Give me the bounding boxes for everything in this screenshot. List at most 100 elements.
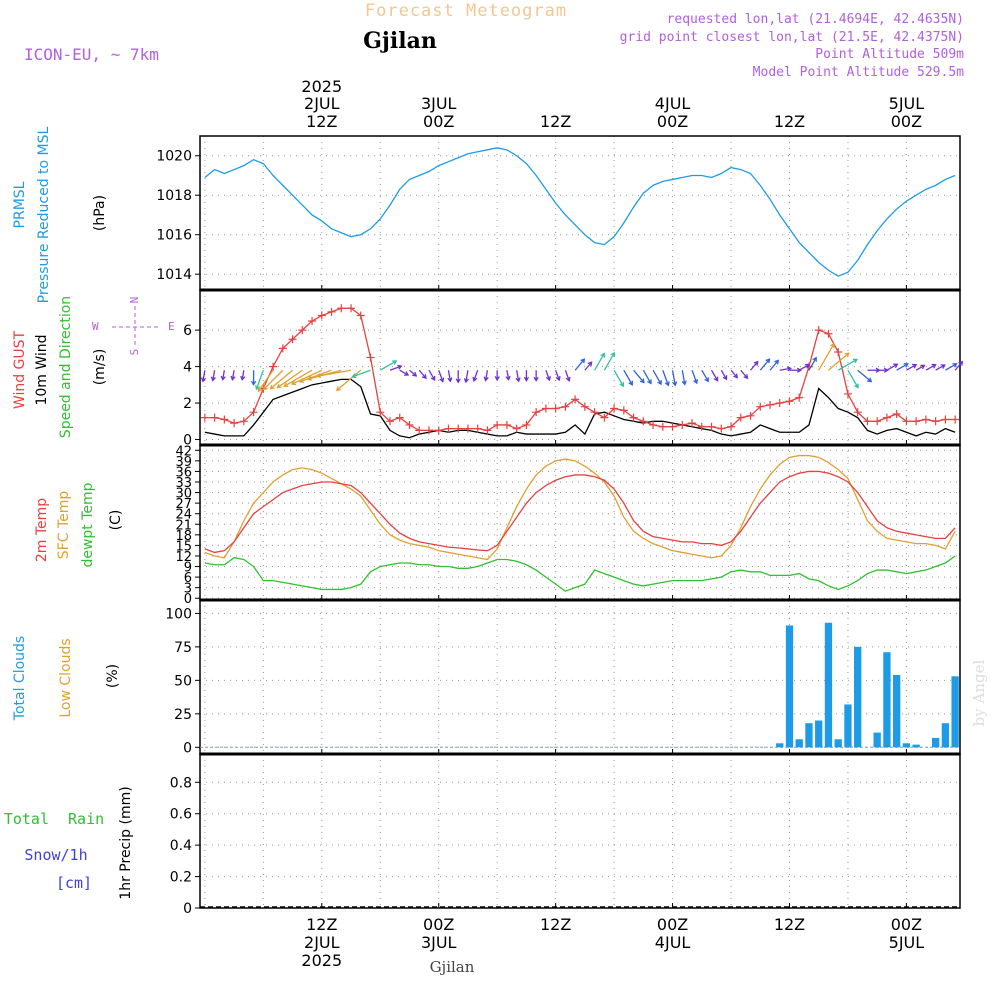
wind-arrow xyxy=(681,370,686,385)
y-tick-label: 100 xyxy=(165,606,192,622)
wind-arrow-head xyxy=(515,377,521,383)
wind-arrow xyxy=(954,361,963,371)
gust-point xyxy=(658,422,667,431)
wind-dir-label: Speed and Direction xyxy=(58,296,74,438)
wind-arrow xyxy=(317,369,352,377)
wind-arrow xyxy=(257,369,274,392)
wind-arrow-head xyxy=(774,359,780,365)
wind-arrow-head xyxy=(867,377,873,383)
gust-point xyxy=(424,426,433,435)
chart-title: Forecast Meteogram xyxy=(365,1,567,21)
wind-arrow xyxy=(623,369,633,386)
temp-sfc-label: SFC Temp xyxy=(56,491,72,560)
wind-arrow xyxy=(759,358,771,371)
gust-point xyxy=(756,402,765,411)
y-tick-label: 4 xyxy=(183,360,192,376)
wind-arrow xyxy=(662,370,669,386)
y-tick-label: 1016 xyxy=(156,228,192,244)
wind-arrow xyxy=(652,369,662,385)
gust-point xyxy=(931,417,940,426)
gust-point xyxy=(834,348,843,356)
wind-arrow xyxy=(730,369,738,379)
total-cloud-bar xyxy=(941,723,950,748)
y-tick-label: 0 xyxy=(184,592,192,607)
y-tick-label: 9 xyxy=(184,561,192,576)
wind-arrow-head xyxy=(854,383,859,389)
gust-point xyxy=(551,404,560,413)
wind-arrow xyxy=(925,364,936,371)
gust-point xyxy=(337,304,346,313)
gust-point xyxy=(463,424,472,433)
footer-location: Gjilan xyxy=(430,958,475,976)
snow-label: Snow/1h xyxy=(24,846,87,864)
wind-arrow xyxy=(465,370,469,383)
y-tick-label: 0 xyxy=(183,433,192,449)
wind-arrow xyxy=(603,352,615,371)
wind-arrow xyxy=(886,363,898,371)
top-date-label: 2JUL xyxy=(304,94,340,113)
wind-arrow-head xyxy=(483,376,489,382)
wind-arrow xyxy=(613,369,624,387)
total-cloud-bar xyxy=(785,625,794,748)
wind-arrow xyxy=(818,343,835,371)
prmsl-label: PRMSL xyxy=(12,181,28,228)
wind-arrow-head xyxy=(257,387,263,393)
wind-arrow xyxy=(555,370,560,381)
watermark: by Angel xyxy=(970,659,988,726)
wind-arrow-head xyxy=(545,375,551,382)
wind-arrow-head xyxy=(920,364,926,370)
temp-2m-line xyxy=(204,470,956,554)
gust-point xyxy=(454,424,463,433)
top-hour-label: 00Z xyxy=(423,112,454,131)
gust-point xyxy=(619,406,628,415)
gust-point xyxy=(502,420,511,429)
gust-point xyxy=(395,413,404,422)
y-tick-label: 39 xyxy=(175,455,192,470)
wind-arrow xyxy=(428,369,436,381)
bottom-hour-label: 12Z xyxy=(774,915,805,934)
total-cloud-bar xyxy=(805,723,813,748)
y-tick-label: 15 xyxy=(175,539,192,554)
info-requested: requested lon,lat (21.4694E, 42.4635N) xyxy=(667,12,964,27)
bottom-date-label: 4JUL xyxy=(655,933,691,952)
wind-arrow-head xyxy=(619,382,625,388)
wind-arrow xyxy=(594,353,605,371)
wind-arrow xyxy=(915,364,925,371)
wind-unit: (m/s) xyxy=(92,349,108,386)
gust-point xyxy=(707,422,716,431)
wind-arrow xyxy=(671,370,676,386)
wind-arrow xyxy=(399,369,409,376)
wind-arrow xyxy=(379,360,397,371)
gust-point xyxy=(239,417,248,426)
total-cloud-bar xyxy=(893,674,901,748)
wind-arrow-head xyxy=(722,375,728,381)
gust-point xyxy=(941,415,950,424)
wind-arrow xyxy=(291,369,323,385)
gust-point xyxy=(356,311,365,320)
snow-unit-label: [cm] xyxy=(56,874,92,892)
wind-arrow-head xyxy=(494,376,500,382)
y-tick-label: 0.4 xyxy=(170,838,192,854)
bottom-hour-label: 12Z xyxy=(306,915,337,934)
info-grid-point: grid point closest lon,lat (21.5E, 42.43… xyxy=(620,30,964,45)
y-tick-label: 25 xyxy=(174,707,192,723)
top-hour-label: 12Z xyxy=(540,112,571,131)
wind-speed-line xyxy=(204,378,956,439)
total-cloud-bar xyxy=(883,652,891,748)
pressure-line xyxy=(204,147,956,277)
y-tick-label: 0.8 xyxy=(170,775,192,791)
wind-arrow xyxy=(202,370,206,382)
precip-panel: 0 0.2 0.4 0.6 0.8 xyxy=(170,753,961,917)
pressure-unit: (hPa) xyxy=(92,195,108,231)
gust-point xyxy=(824,329,833,338)
wind-arrow-head xyxy=(587,361,593,367)
gust-point xyxy=(668,422,677,431)
wind-arrow-head xyxy=(830,342,835,348)
gust-point xyxy=(415,426,424,435)
wind-arrow-head xyxy=(704,377,709,383)
top-year-label: 2025 xyxy=(301,77,342,96)
wind-arrow xyxy=(857,369,872,383)
gust-point xyxy=(678,420,687,429)
top-date-label: 5JUL xyxy=(889,94,925,113)
gust-point xyxy=(580,402,589,411)
